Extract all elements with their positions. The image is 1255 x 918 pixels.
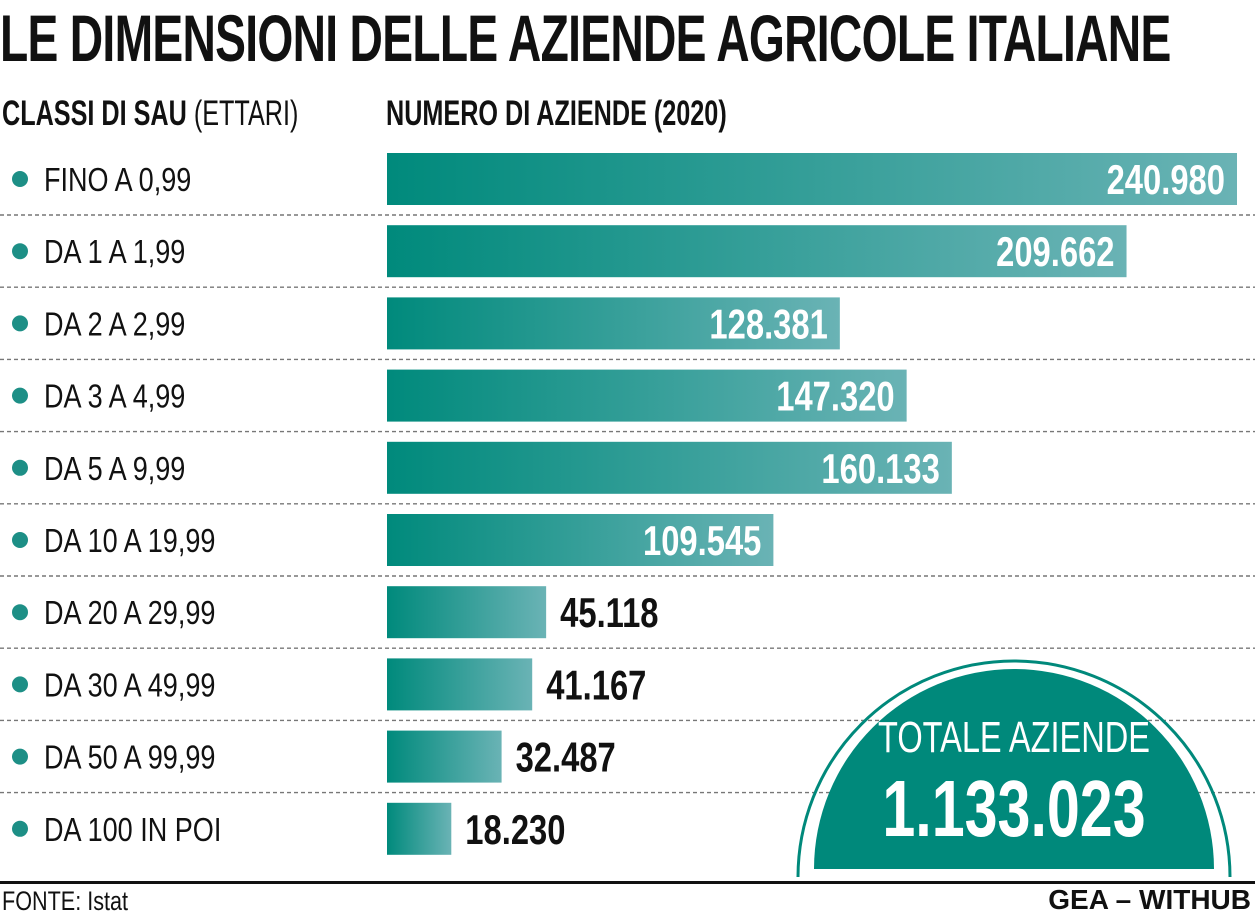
category-axis-header-unit: (ETTARI) (193, 94, 299, 133)
total-label: TOTALE AZIENDE (878, 713, 1150, 762)
bar (387, 225, 1127, 278)
category-bullet-icon (12, 748, 28, 765)
category-label: DA 50 A 99,99 (44, 740, 215, 776)
category-label: DA 1 A 1,99 (44, 235, 185, 271)
total-value: 1.133.023 (882, 763, 1145, 853)
category-bullet-icon (12, 820, 28, 837)
bar-value-label: 45.118 (560, 589, 658, 636)
category-axis-header: CLASSI DI SAU (ETTARI) (2, 94, 298, 134)
bar-value-label: 209.662 (996, 228, 1114, 275)
category-label: DA 2 A 2,99 (44, 307, 185, 343)
category-bullet-icon (12, 532, 28, 548)
category-bullet-icon (12, 676, 28, 693)
bar-value-label: 41.167 (546, 661, 646, 708)
bar (387, 153, 1237, 205)
bar (387, 658, 533, 711)
category-bullet-icon (12, 604, 28, 621)
category-label: DA 5 A 9,99 (44, 451, 185, 487)
source-note: FONTE: Istat (2, 886, 129, 916)
bar (387, 730, 502, 783)
bar-value-label: 160.133 (821, 445, 939, 492)
bar-value-label: 240.980 (1107, 156, 1225, 203)
category-label: DA 3 A 4,99 (44, 379, 185, 415)
bar-value-label: 18.230 (465, 806, 565, 853)
bar-value-label: 32.487 (516, 734, 616, 781)
credit: GEA – WITHUB (1048, 884, 1251, 915)
bar (387, 369, 907, 422)
bar (387, 441, 952, 494)
bar-value-label: 128.381 (709, 300, 827, 347)
bar-chart: FINO A 0,99 240.980 DA 1 A 1,99 209.662 DA 2… (0, 153, 1255, 878)
bar (387, 802, 452, 855)
category-bullet-icon (12, 387, 28, 404)
category-bullet-icon (12, 315, 28, 332)
bar (387, 297, 840, 350)
category-bullet-icon (12, 459, 28, 476)
total-badge: TOTALE AZIENDE 1.133.023 (796, 659, 1232, 878)
category-bullet-icon (12, 171, 28, 187)
bar (387, 586, 547, 639)
category-axis-header-bold: CLASSI DI SAU (2, 94, 187, 133)
category-label: DA 100 IN POI (44, 812, 221, 848)
bar-rows: FINO A 0,99 240.980 DA 1 A 1,99 209.662 DA 2… (0, 153, 1255, 855)
total-badge-arc (796, 659, 1232, 878)
category-label: DA 30 A 49,99 (44, 668, 215, 704)
bar (387, 514, 774, 566)
footer-divider (0, 881, 1255, 884)
category-label: DA 20 A 29,99 (44, 596, 215, 632)
bar-value-label: 147.320 (776, 373, 894, 420)
total-badge-fill (814, 669, 1214, 869)
value-axis-header: NUMERO DI AZIENDE (2020) (386, 94, 727, 133)
category-bullet-icon (12, 243, 28, 260)
bar-value-label: 109.545 (643, 517, 761, 564)
category-label: DA 10 A 19,99 (44, 524, 215, 560)
category-label: FINO A 0,99 (44, 163, 191, 199)
